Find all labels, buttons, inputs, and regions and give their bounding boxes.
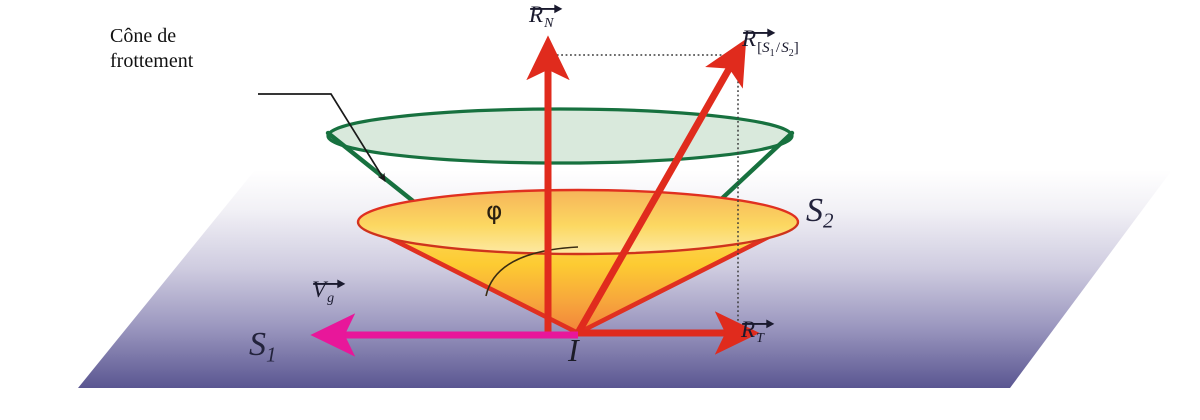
vector-arrow-overline-r: R xyxy=(742,26,776,52)
label-solid-s2: S2 xyxy=(806,192,834,233)
label-rt-symbol: R xyxy=(741,317,756,342)
friction-angle-arc xyxy=(485,246,579,297)
label-total-reaction: R [S1 / S2] xyxy=(742,26,799,59)
label-vg-subscript: g xyxy=(327,290,335,306)
label-rn-subscript: N xyxy=(544,15,554,31)
label-rt-subscript: T xyxy=(756,330,764,346)
label-s1-subscript: 1 xyxy=(266,342,277,367)
label-contact-point: I xyxy=(568,332,579,368)
vector-arrow-overline-rn: R xyxy=(529,2,563,28)
vector-arrow-overline-vg: V xyxy=(312,277,346,303)
callout-line-2: frottement xyxy=(110,50,194,72)
callout-leader-line xyxy=(258,93,386,183)
label-rn-symbol: R xyxy=(529,2,544,27)
total-reaction-vector xyxy=(574,38,747,335)
label-friction-angle: φ xyxy=(486,196,503,225)
callout-text: Cône de frottement xyxy=(110,24,193,74)
label-r-subscript: [S1 / S2] xyxy=(757,40,799,59)
reaction-cone-inner-rim xyxy=(357,221,799,255)
label-vg-symbol: V xyxy=(312,277,327,302)
label-r-symbol: R xyxy=(742,26,757,51)
label-normal-reaction: R N xyxy=(529,2,563,32)
vector-arrow-overline-rt: R xyxy=(741,317,775,343)
label-solid-s1: S1 xyxy=(249,326,277,367)
friction-cone-top-disc xyxy=(326,107,794,165)
label-s1-symbol: S xyxy=(249,326,266,363)
callout-line-1: Cône de xyxy=(110,25,177,47)
label-tangential-reaction: R T xyxy=(741,317,775,347)
label-s2-symbol: S xyxy=(806,192,823,229)
label-sliding-velocity: V g xyxy=(312,277,346,307)
label-s2-subscript: 2 xyxy=(823,208,834,233)
